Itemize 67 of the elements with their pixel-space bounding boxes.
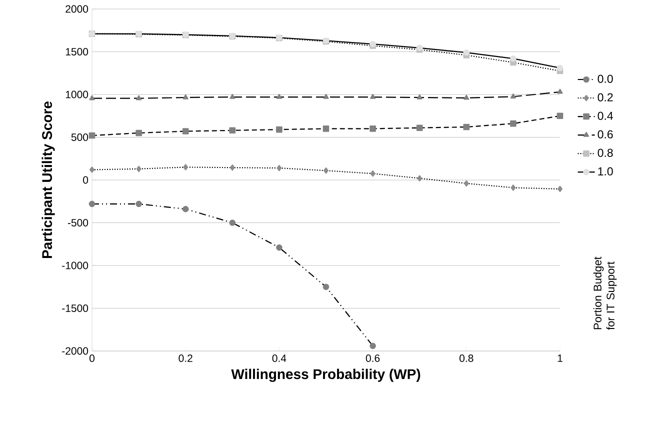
point [417,175,422,182]
point [416,124,423,131]
y-tick-label: 1000 [66,90,88,98]
point [229,220,236,226]
legend-label: 1.0 [598,167,613,176]
point [182,206,189,212]
x-tick-label: 0 [89,354,94,362]
point [510,184,516,191]
point [136,166,142,172]
point [463,49,470,56]
y-tick-label: 500 [71,134,88,141]
point [464,180,469,187]
y-tick-label: 2000 [66,5,88,13]
point [510,120,516,127]
point [464,94,470,100]
legend-label: 0.6 [598,130,613,138]
point [370,94,376,99]
point [183,164,188,170]
y-tick-label: 0 [83,176,88,184]
point [89,95,95,100]
y-tick-label: -1500 [62,304,88,312]
point [229,127,236,134]
y-tick-label: -2000 [62,347,88,355]
legend-label: 0.2 [598,93,613,102]
x-tick-label: 0.6 [366,354,380,362]
y-axis-title: Participant Utility Score [42,102,55,258]
point [370,126,376,132]
y-tick-label: -500 [68,219,88,226]
point [558,186,563,192]
legend-label: 0.8 [598,148,613,157]
point [416,94,422,100]
point [556,112,564,120]
point [276,244,282,251]
x-tick-label: 0.4 [272,354,286,362]
point [230,164,235,171]
point [182,94,188,100]
point [88,132,96,139]
point [324,167,329,174]
point [370,342,376,350]
point [463,124,470,130]
point [276,164,282,172]
point [88,200,96,208]
point [510,93,516,98]
point [557,88,563,94]
point [556,64,564,72]
point [182,128,189,134]
point [323,94,329,99]
point [136,200,142,208]
legend-label: 0.0 [598,74,613,83]
point [370,170,376,177]
point [510,55,516,62]
x-tick-label: 0.8 [460,354,474,362]
x-tick-label: 0.2 [178,354,192,362]
x-tick-label: 1 [558,354,562,362]
legend-label: 0.4 [598,112,613,120]
point [276,94,282,99]
point [136,95,142,100]
point [90,166,94,173]
point [230,94,236,99]
point [322,284,330,290]
y-tick-label: -1000 [62,262,88,270]
point [276,126,282,133]
legend-title: Portion Budget for IT Support [593,256,617,330]
point [136,130,142,136]
point [322,126,330,132]
x-axis-title: Willingness Probability (WP) [231,368,420,382]
y-tick-label: 1500 [66,48,88,56]
